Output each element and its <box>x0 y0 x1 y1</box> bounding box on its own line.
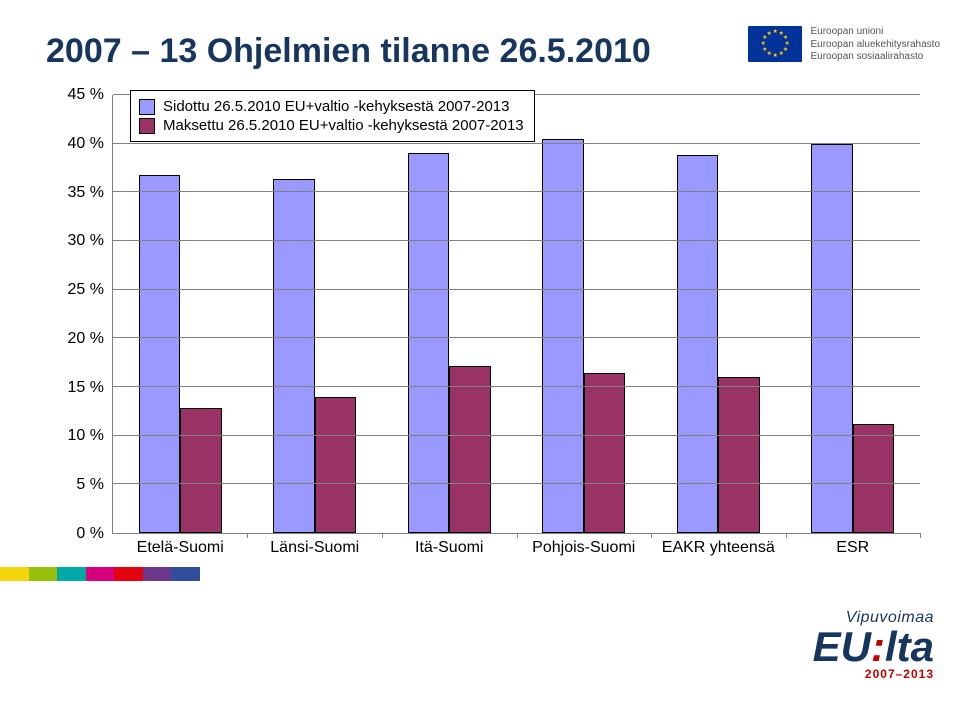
y-tick-label: 40 % <box>68 135 104 153</box>
gridline <box>113 191 920 192</box>
stripe-segment <box>29 567 58 581</box>
x-tick-mark <box>651 533 652 538</box>
gridline <box>113 386 920 387</box>
stripe-segment <box>57 567 86 581</box>
eu-star-icon: ★ <box>762 47 767 53</box>
stripe-segment <box>86 567 115 581</box>
eu-star-icon: ★ <box>778 51 783 57</box>
legend-swatch <box>139 99 155 115</box>
bar <box>853 424 895 533</box>
bar <box>180 408 222 533</box>
x-tick-label: EAKR yhteensä <box>662 539 775 557</box>
x-tick-label: Länsi-Suomi <box>270 539 359 557</box>
vipuvoimaa-logo: Vipuvoimaa EU:lta 2007–2013 <box>813 609 934 681</box>
bar <box>718 377 760 533</box>
eu-logo-block: ★★★★★★★★★★★★ Euroopan unioni Euroopan al… <box>748 26 940 64</box>
y-tick-label: 0 % <box>76 525 104 543</box>
y-tick-label: 30 % <box>68 232 104 250</box>
gridline <box>113 337 920 338</box>
eu-line-1: Euroopan unioni <box>810 26 940 39</box>
vipu-colon: : <box>871 623 885 670</box>
eu-flag-icon: ★★★★★★★★★★★★ <box>748 26 802 62</box>
stripe-segment <box>114 567 143 581</box>
plot-area: Etelä-SuomiLänsi-SuomiItä-SuomiPohjois-S… <box>112 95 920 534</box>
y-tick-label: 5 % <box>76 476 104 494</box>
y-tick-label: 45 % <box>68 86 104 104</box>
bar <box>449 366 491 533</box>
legend-label: Sidottu 26.5.2010 EU+valtio -kehyksestä … <box>163 98 509 115</box>
vipu-lta: lta <box>885 623 934 670</box>
vipu-eu: EU <box>813 623 871 670</box>
y-tick-label: 10 % <box>68 427 104 445</box>
y-tick-label: 15 % <box>68 379 104 397</box>
x-tick-label: Pohjois-Suomi <box>532 539 635 557</box>
legend-item: Sidottu 26.5.2010 EU+valtio -kehyksestä … <box>139 97 524 116</box>
chart-plot: Etelä-Suomi Länsi-Suomi Itä-Suomi Pohjois-S… <box>46 95 920 556</box>
legend-label: Maksettu 26.5.2010 EU+valtio -kehyksestä… <box>163 117 524 134</box>
x-tick-mark <box>382 533 383 538</box>
bar <box>584 373 626 533</box>
x-tick-mark <box>920 533 921 538</box>
x-tick-label: Itä-Suomi <box>415 539 483 557</box>
footer-stripe <box>0 567 200 581</box>
bar <box>677 155 719 533</box>
bar <box>273 179 315 533</box>
stripe-segment <box>0 567 29 581</box>
bar <box>315 397 357 533</box>
eu-caption: Euroopan unioni Euroopan aluekehitysraha… <box>810 26 940 64</box>
x-tick-label: ESR <box>836 539 869 557</box>
vipu-main: EU:lta <box>813 627 934 667</box>
y-tick-label: 25 % <box>68 281 104 299</box>
stripe-segment <box>171 567 200 581</box>
legend-swatch <box>139 118 155 134</box>
gridline <box>113 483 920 484</box>
y-tick-label: 35 % <box>68 184 104 202</box>
legend-item: Maksettu 26.5.2010 EU+valtio -kehyksestä… <box>139 116 524 135</box>
bar-group-container <box>113 95 920 533</box>
eu-star-icon: ★ <box>766 31 771 37</box>
x-tick-mark <box>786 533 787 538</box>
chart-legend: Sidottu 26.5.2010 EU+valtio -kehyksestä … <box>130 90 535 142</box>
bar <box>408 153 450 533</box>
gridline <box>113 435 920 436</box>
eu-star-icon: ★ <box>772 53 777 59</box>
gridline <box>113 143 920 144</box>
bar <box>139 175 181 533</box>
eu-star-icon: ★ <box>772 29 777 35</box>
x-tick-label: Etelä-Suomi <box>137 539 224 557</box>
bar-chart: Etelä-Suomi Länsi-Suomi Itä-Suomi Pohjois-S… <box>46 95 920 556</box>
eu-line-2: Euroopan aluekehitysrahasto <box>810 39 940 52</box>
bar <box>542 139 584 533</box>
x-tick-mark <box>247 533 248 538</box>
y-tick-label: 20 % <box>68 330 104 348</box>
gridline <box>113 289 920 290</box>
stripe-segment <box>143 567 172 581</box>
x-tick-mark <box>517 533 518 538</box>
eu-line-3: Euroopan sosiaalirahasto <box>810 51 940 64</box>
gridline <box>113 240 920 241</box>
page-title: 2007 – 13 Ohjelmien tilanne 26.5.2010 <box>46 32 651 71</box>
eu-star-icon: ★ <box>760 41 765 47</box>
